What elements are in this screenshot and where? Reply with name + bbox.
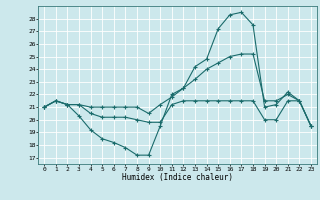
- X-axis label: Humidex (Indice chaleur): Humidex (Indice chaleur): [122, 173, 233, 182]
